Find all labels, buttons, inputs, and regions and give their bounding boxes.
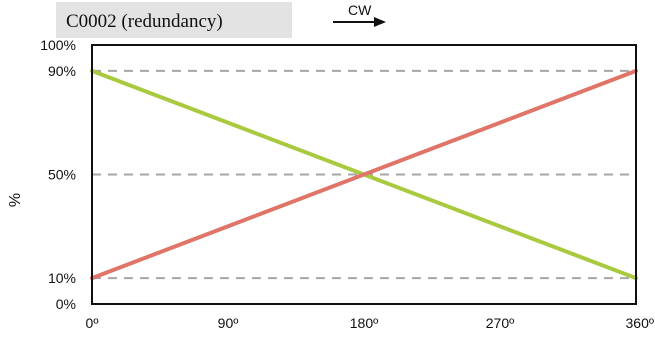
x-tick-label: 360º (626, 315, 654, 331)
x-tick-labels: 0º 90º 180º 270º 360º (86, 315, 654, 331)
y-tick-label: 0% (56, 296, 76, 312)
y-tick-label: 90% (48, 63, 76, 79)
x-tick-label: 270º (486, 315, 514, 331)
chart-title: C0002 (redundancy) (66, 11, 223, 32)
title-background (56, 2, 292, 38)
y-tick-label: 100% (40, 37, 76, 53)
y-tick-label: 10% (48, 270, 76, 286)
y-tick-label: 50% (48, 167, 76, 183)
series-line-2 (90, 68, 638, 281)
x-tick-label: 180º (350, 315, 378, 331)
x-tick-label: 90º (218, 315, 239, 331)
arrow-right-icon (333, 17, 386, 27)
y-tick-labels: 0% 10% 50% 90% 100% (40, 37, 76, 312)
y-axis-label: % (7, 193, 24, 207)
plot-frame (91, 44, 637, 305)
direction-label: CW (348, 2, 372, 18)
x-tick-label: 0º (86, 315, 99, 331)
series-lines (90, 68, 638, 281)
chart-header: C0002 (redundancy) CW (56, 2, 386, 38)
